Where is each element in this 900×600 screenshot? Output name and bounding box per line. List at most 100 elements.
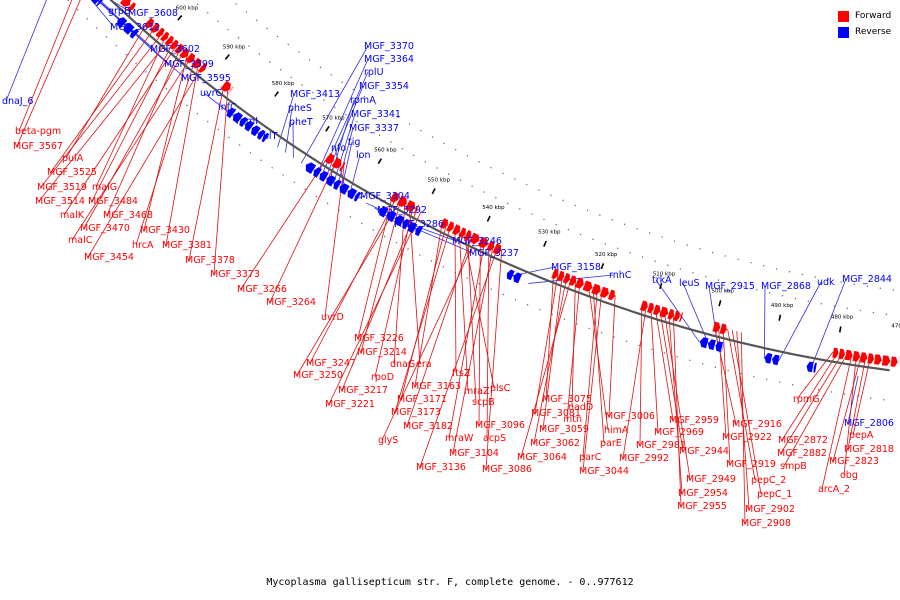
gene-label: MGF_3104 <box>449 448 499 459</box>
forward-gene <box>860 352 868 363</box>
tick-label: 590 kbp <box>223 44 246 50</box>
forward-gene <box>324 153 335 165</box>
leader-line <box>357 195 365 199</box>
gene-label: malC <box>68 235 93 246</box>
leader-line <box>296 199 402 376</box>
gene-label: MGF_3292 <box>377 205 427 216</box>
leader-line <box>65 20 149 159</box>
gene-label: uvrC <box>200 88 223 99</box>
gene-label: rplT <box>259 131 278 142</box>
forward-gene <box>198 63 207 73</box>
reverse-gene <box>708 339 716 351</box>
leader-line <box>731 330 762 495</box>
gene-label: MGF_2981 <box>636 440 686 451</box>
gene-label: grpE <box>108 6 130 17</box>
gene-label: parE <box>600 438 622 449</box>
leader-line <box>143 54 188 231</box>
gene-label: nadD <box>568 402 593 413</box>
forward-swatch <box>838 10 849 22</box>
gene-label: arcA_2 <box>818 484 850 495</box>
leader-line <box>452 246 494 454</box>
reverse-gene <box>379 206 389 218</box>
forward-gene <box>852 351 861 362</box>
forward-gene <box>838 348 845 360</box>
leader-line <box>374 207 399 225</box>
leader-line <box>18 0 73 132</box>
reverse-gene <box>347 188 358 200</box>
gene-label: obg <box>840 470 858 481</box>
gene-label: MGF_2902 <box>745 504 795 515</box>
gene-label: MGF_3286 <box>394 219 444 230</box>
forward-gene <box>712 321 721 333</box>
leader-line <box>165 63 199 246</box>
gene-label: MGF_3062 <box>530 438 580 449</box>
forward-gene <box>591 283 601 295</box>
reverse-gene <box>395 215 405 227</box>
leader-line <box>90 0 115 28</box>
forward-gene <box>174 43 184 54</box>
gene-label: MGF_3304 <box>360 191 410 202</box>
gene-label: rplU <box>364 67 384 78</box>
gene-label: MGF_3525 <box>47 167 97 178</box>
gene-label: MGF_2882 <box>777 448 827 459</box>
forward-gene <box>160 31 170 42</box>
gene-label: MGF_3381 <box>162 240 212 251</box>
forward-gene <box>890 356 898 367</box>
tick-label: 530 kbp <box>538 230 561 236</box>
gene-label: MGF_2922 <box>722 432 772 443</box>
gene-label: MGF_3595 <box>181 73 231 84</box>
legend: Forward Reverse <box>838 8 891 40</box>
gene-label: MGF_3158 <box>551 262 601 273</box>
leader-line <box>810 278 847 369</box>
forward-gene <box>562 272 570 284</box>
forward-gene <box>568 275 577 286</box>
tick-mark <box>838 326 842 333</box>
leader-line <box>16 0 81 147</box>
reverse-gene <box>261 132 270 143</box>
leader-line <box>672 313 682 507</box>
gene-label: MGF_2823 <box>829 456 879 467</box>
gene-label: MGF_2949 <box>686 474 736 485</box>
leader-line <box>419 247 498 468</box>
tick-mark <box>177 15 183 21</box>
gene-label: smpB <box>780 461 807 472</box>
forward-gene <box>185 52 196 64</box>
leader-line <box>393 201 406 365</box>
tick-label: 570 kbp <box>322 116 345 122</box>
gene-label: MGF_3266 <box>237 284 287 295</box>
reverse-gene <box>91 0 100 5</box>
leader-line <box>40 32 163 188</box>
forward-gene <box>867 353 874 364</box>
leader-line <box>188 83 225 261</box>
legend-item-forward: Forward <box>838 8 891 24</box>
gene-label: pepC_1 <box>757 489 792 500</box>
leader-line <box>50 26 156 173</box>
gene-label: lon <box>356 150 370 161</box>
legend-label-reverse: Reverse <box>855 27 892 37</box>
leader-line <box>832 356 862 462</box>
leader-line <box>486 244 490 439</box>
leader-line <box>783 353 848 467</box>
leader-line <box>394 225 452 413</box>
gene-label: MGF_2844 <box>842 274 892 285</box>
gene-label: dnaJ_6 <box>2 96 33 107</box>
gene-label: MGF_2959 <box>669 415 719 426</box>
forward-gene <box>659 306 669 318</box>
leader-line <box>655 279 700 343</box>
leader-line <box>847 356 867 450</box>
leader-line <box>713 325 737 425</box>
gene-label: rpmA <box>350 95 376 106</box>
gene-label: MGF_3364 <box>364 54 414 65</box>
gene-label: infC <box>218 102 237 113</box>
gene-label: pheT <box>289 117 313 128</box>
forward-gene <box>413 204 419 214</box>
gene-label: malK <box>60 210 85 221</box>
leader-line <box>780 352 843 454</box>
forward-gene <box>469 232 480 244</box>
reverse-gene <box>513 272 522 284</box>
legend-label-forward: Forward <box>855 11 892 21</box>
gene-label: MGF_3182 <box>403 421 453 432</box>
forward-gene <box>458 227 466 238</box>
tick-label: 580 kbp <box>272 81 295 87</box>
leader-line <box>360 199 402 353</box>
